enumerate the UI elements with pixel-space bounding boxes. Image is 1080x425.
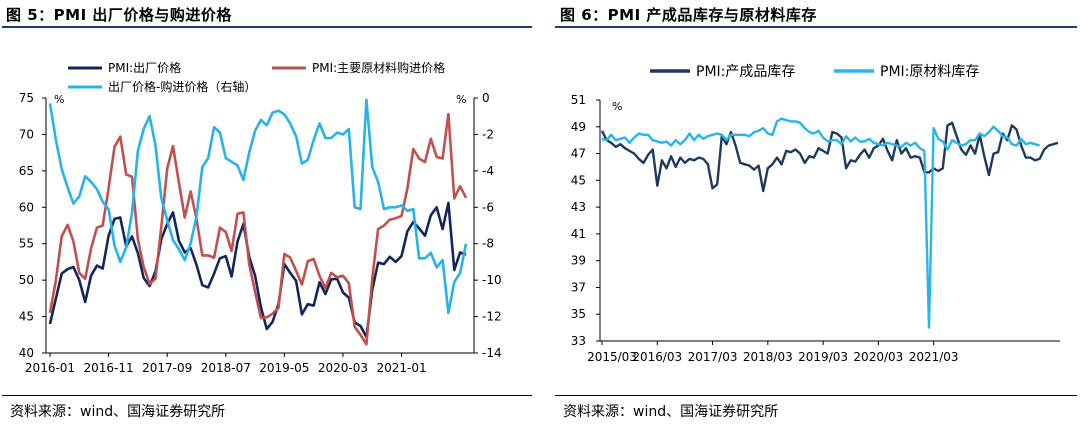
x-tick-label: 2016/03 bbox=[632, 350, 682, 364]
y-tick-label: 47 bbox=[571, 147, 586, 161]
legend-label-0: PMI:产成品库存 bbox=[696, 64, 795, 80]
right-unit-label: % bbox=[456, 93, 466, 106]
y-tick-label: 45 bbox=[571, 173, 586, 187]
x-tick-label: 2018-07 bbox=[201, 361, 251, 375]
left-unit-label: % bbox=[54, 93, 64, 106]
legend-label-2: 出厂价格-购进价格（右轴） bbox=[108, 79, 256, 94]
figure-6-bottom-rule bbox=[555, 395, 1077, 396]
legend-label-1: PMI:主要原材料购进价格 bbox=[312, 60, 445, 75]
x-tick-label: 2019/03 bbox=[798, 350, 848, 364]
y-tick-label: 33 bbox=[571, 334, 586, 348]
figure-6-title: 图 6：PMI 产成品库存与原材料库存 bbox=[560, 6, 817, 24]
y-tick-label: 35 bbox=[571, 307, 586, 321]
figure-5-title: 图 5：PMI 出厂价格与购进价格 bbox=[6, 6, 232, 24]
series-line-0 bbox=[600, 121, 1059, 193]
left-y-tick-label: 50 bbox=[19, 273, 34, 287]
legend-label-0: PMI:出厂价格 bbox=[108, 60, 181, 75]
right-y-tick-label: -10 bbox=[482, 273, 502, 287]
x-tick-label: 2021/03 bbox=[909, 350, 959, 364]
left-y-tick-label: 40 bbox=[19, 346, 34, 360]
x-tick-label: 2015/03 bbox=[587, 350, 637, 364]
x-tick-label: 2017-09 bbox=[142, 361, 192, 375]
figure-5-source: 资料来源：wind、国海证券研究所 bbox=[10, 404, 226, 420]
y-tick-label: 49 bbox=[571, 120, 586, 134]
x-tick-label: 2021-01 bbox=[376, 361, 426, 375]
series-line-0 bbox=[48, 201, 467, 339]
right-y-tick-label: -14 bbox=[482, 346, 502, 360]
right-y-tick-label: -6 bbox=[482, 200, 494, 214]
y-tick-label: 43 bbox=[571, 200, 586, 214]
x-tick-label: 2019-05 bbox=[259, 361, 309, 375]
figure-5-bottom-rule bbox=[2, 395, 532, 396]
x-tick-label: 2018/03 bbox=[743, 350, 793, 364]
y-tick-label: 41 bbox=[571, 227, 586, 241]
left-y-tick-label: 65 bbox=[19, 164, 34, 178]
left-unit-label: % bbox=[612, 100, 622, 113]
y-tick-label: 39 bbox=[571, 254, 586, 268]
left-y-tick-label: 45 bbox=[19, 310, 34, 324]
left-y-tick-label: 55 bbox=[19, 237, 34, 251]
series-line-1 bbox=[601, 117, 1040, 329]
left-y-tick-label: 75 bbox=[19, 91, 34, 105]
left-y-tick-label: 70 bbox=[19, 127, 34, 141]
x-tick-label: 2016-11 bbox=[84, 361, 134, 375]
series-line-1 bbox=[48, 112, 468, 346]
legend-label-1: PMI:原材料库存 bbox=[880, 64, 979, 80]
right-y-tick-label: -2 bbox=[482, 127, 494, 141]
x-tick-label: 2020-03 bbox=[318, 361, 368, 375]
x-tick-label: 2016-01 bbox=[25, 361, 75, 375]
figure-6-source: 资料来源：wind、国海证券研究所 bbox=[563, 404, 779, 420]
figure-5-top-rule bbox=[2, 26, 532, 28]
right-y-tick-label: -8 bbox=[482, 237, 494, 251]
y-tick-label: 37 bbox=[571, 280, 586, 294]
x-tick-label: 2017/03 bbox=[688, 350, 738, 364]
pmi-price-chart: 40 45 50 55 60 65 70 75 -14 -12 -10 -8 -6 -4 -2 0% % 2016… bbox=[19, 60, 502, 375]
series-line-2 bbox=[48, 98, 468, 315]
y-tick-label: 51 bbox=[571, 93, 586, 107]
left-y-tick-label: 60 bbox=[19, 200, 34, 214]
right-y-tick-label: -12 bbox=[482, 310, 502, 324]
right-y-tick-label: 0 bbox=[482, 91, 490, 105]
right-y-tick-label: -4 bbox=[482, 164, 494, 178]
figure-6-top-rule bbox=[555, 26, 1077, 28]
x-tick-label: 2020/03 bbox=[853, 350, 903, 364]
